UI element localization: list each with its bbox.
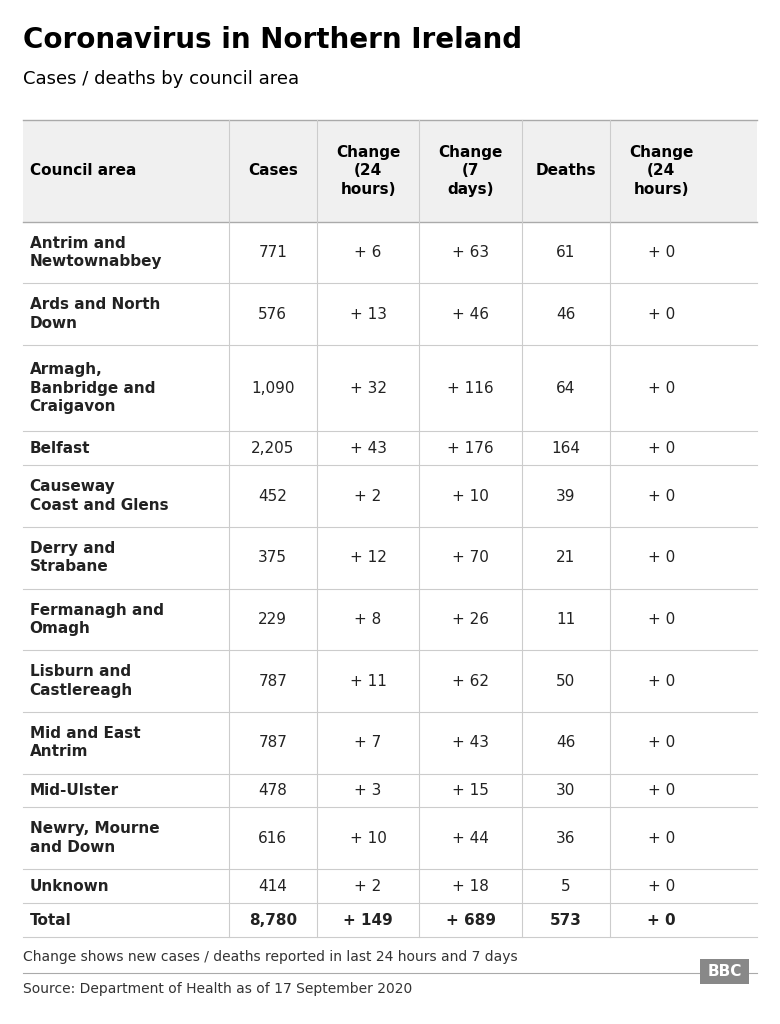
Text: 573: 573	[550, 912, 582, 928]
Text: 771: 771	[258, 245, 287, 260]
Text: + 0: + 0	[647, 245, 675, 260]
Text: Lisburn and
Castlereagh: Lisburn and Castlereagh	[30, 665, 133, 697]
Text: + 0: + 0	[647, 306, 675, 322]
Text: 375: 375	[258, 550, 287, 565]
Text: 61: 61	[556, 245, 576, 260]
Text: 787: 787	[258, 735, 287, 751]
Text: Causeway
Coast and Glens: Causeway Coast and Glens	[30, 479, 168, 513]
Text: + 689: + 689	[445, 912, 495, 928]
Text: BBC: BBC	[707, 965, 742, 979]
Text: 5: 5	[561, 879, 571, 894]
Text: 576: 576	[258, 306, 287, 322]
Text: + 18: + 18	[452, 879, 489, 894]
Text: Ards and North
Down: Ards and North Down	[30, 297, 160, 331]
Text: + 26: + 26	[452, 612, 489, 627]
Text: 11: 11	[556, 612, 576, 627]
Text: + 13: + 13	[349, 306, 387, 322]
Text: 164: 164	[551, 440, 580, 456]
Text: 21: 21	[556, 550, 576, 565]
Text: 64: 64	[556, 381, 576, 395]
Text: + 15: + 15	[452, 783, 489, 798]
Text: + 43: + 43	[349, 440, 387, 456]
Text: 46: 46	[556, 306, 576, 322]
Text: + 32: + 32	[349, 381, 387, 395]
Text: + 7: + 7	[354, 735, 381, 751]
Text: + 116: + 116	[448, 381, 494, 395]
Text: + 62: + 62	[452, 674, 489, 688]
Text: + 0: + 0	[647, 830, 675, 846]
Text: + 0: + 0	[647, 879, 675, 894]
Text: + 0: + 0	[647, 612, 675, 627]
Text: + 176: + 176	[448, 440, 494, 456]
Text: + 70: + 70	[452, 550, 489, 565]
Text: + 63: + 63	[452, 245, 489, 260]
Text: 2,205: 2,205	[251, 440, 294, 456]
Text: + 0: + 0	[647, 912, 675, 928]
Text: 478: 478	[258, 783, 287, 798]
Text: 414: 414	[258, 879, 287, 894]
Text: Source: Department of Health as of 17 September 2020: Source: Department of Health as of 17 Se…	[23, 982, 413, 996]
Text: Unknown: Unknown	[30, 879, 109, 894]
Text: + 10: + 10	[349, 830, 386, 846]
Text: + 10: + 10	[452, 488, 489, 504]
Text: Change
(7
days): Change (7 days)	[438, 144, 503, 197]
Text: + 3: + 3	[354, 783, 381, 798]
Text: Mid and East
Antrim: Mid and East Antrim	[30, 726, 140, 760]
Text: Change shows new cases / deaths reported in last 24 hours and 7 days: Change shows new cases / deaths reported…	[23, 950, 518, 965]
Text: Total: Total	[30, 912, 72, 928]
Text: + 2: + 2	[354, 879, 381, 894]
Text: 8,780: 8,780	[249, 912, 296, 928]
Text: + 0: + 0	[647, 550, 675, 565]
Text: Belfast: Belfast	[30, 440, 90, 456]
Text: + 2: + 2	[354, 488, 381, 504]
Text: + 12: + 12	[349, 550, 386, 565]
Text: Cases: Cases	[248, 163, 298, 178]
Text: 46: 46	[556, 735, 576, 751]
Text: Change
(24
hours): Change (24 hours)	[336, 144, 400, 197]
Text: 229: 229	[258, 612, 287, 627]
Text: 50: 50	[556, 674, 576, 688]
Text: Cases / deaths by council area: Cases / deaths by council area	[23, 70, 300, 88]
Text: + 0: + 0	[647, 735, 675, 751]
Text: Antrim and
Newtownabbey: Antrim and Newtownabbey	[30, 236, 162, 269]
Text: + 43: + 43	[452, 735, 489, 751]
Text: + 11: + 11	[349, 674, 386, 688]
Text: Coronavirus in Northern Ireland: Coronavirus in Northern Ireland	[23, 26, 523, 53]
Text: 787: 787	[258, 674, 287, 688]
Text: Newry, Mourne
and Down: Newry, Mourne and Down	[30, 821, 159, 855]
Text: + 0: + 0	[647, 381, 675, 395]
Text: + 44: + 44	[452, 830, 489, 846]
Text: + 0: + 0	[647, 783, 675, 798]
Text: Fermanagh and
Omagh: Fermanagh and Omagh	[30, 602, 164, 636]
Text: Mid-Ulster: Mid-Ulster	[30, 783, 119, 798]
Text: 30: 30	[556, 783, 576, 798]
Text: 36: 36	[556, 830, 576, 846]
Text: Change
(24
hours): Change (24 hours)	[629, 144, 693, 197]
Text: Council area: Council area	[30, 163, 136, 178]
Text: + 46: + 46	[452, 306, 489, 322]
Text: Deaths: Deaths	[536, 163, 596, 178]
Text: Derry and
Strabane: Derry and Strabane	[30, 541, 115, 574]
Text: Armagh,
Banbridge and
Craigavon: Armagh, Banbridge and Craigavon	[30, 361, 155, 414]
Text: 39: 39	[556, 488, 576, 504]
Text: + 0: + 0	[647, 674, 675, 688]
Text: + 0: + 0	[647, 488, 675, 504]
Text: 1,090: 1,090	[251, 381, 294, 395]
Text: + 149: + 149	[343, 912, 393, 928]
Text: + 6: + 6	[354, 245, 381, 260]
Text: + 0: + 0	[647, 440, 675, 456]
Text: 452: 452	[258, 488, 287, 504]
Text: + 8: + 8	[354, 612, 381, 627]
Text: 616: 616	[258, 830, 287, 846]
